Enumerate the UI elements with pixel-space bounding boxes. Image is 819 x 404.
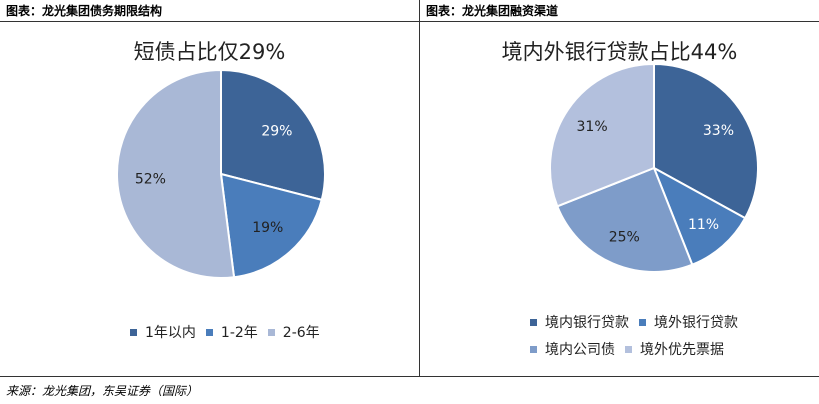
right-header-divider	[420, 21, 819, 22]
pie-slice-2-6年	[116, 68, 236, 279]
pie-slice-境外银行贷款	[652, 165, 747, 266]
legend-row: 境内银行贷款 境外银行贷款	[530, 312, 748, 332]
pie-slice-境外优先票据	[549, 62, 655, 208]
legend-item: 境外优先票据	[625, 339, 724, 359]
left-chart-panel: 图表：龙光集团债务期限结构 短债占比仅29% 29% 19% 52% 1年以内 1-2…	[0, 0, 419, 376]
right-chart-title: 境内外银行贷款占比44%	[501, 40, 738, 64]
pie-slice-境内公司债	[556, 166, 694, 273]
legend-item: 境外银行贷款	[639, 312, 738, 332]
legend-item: 2-6年	[267, 322, 320, 342]
legend-swatch	[530, 345, 537, 353]
legend-label: 1年以内	[145, 325, 196, 341]
pie-slice-1-2年	[219, 172, 323, 279]
left-legend: 1年以内 1-2年 2-6年	[130, 322, 330, 349]
legend-item: 境内公司债	[530, 339, 615, 359]
left-pie-chart: 29% 19% 52%	[116, 68, 326, 279]
right-panel-header: 图表：龙光集团融资渠道	[426, 4, 559, 18]
right-pie-chart: 33% 11% 25% 31%	[549, 62, 759, 273]
slice-value-label: 29%	[261, 124, 292, 140]
legend-label: 境外银行贷款	[654, 315, 738, 331]
slice-value-label: 19%	[252, 220, 283, 236]
slice-value-label: 31%	[577, 119, 608, 135]
legend-swatch	[639, 318, 646, 326]
legend-item: 境内银行贷款	[530, 312, 629, 332]
legend-swatch	[625, 345, 632, 353]
footer-divider	[0, 376, 819, 377]
legend-label: 境外优先票据	[640, 342, 724, 358]
right-legend: 境内银行贷款 境外银行贷款境内公司债 境外优先票据	[530, 312, 748, 366]
pie-slice-境内银行贷款	[653, 62, 759, 220]
source-note: 来源：龙光集团，东吴证券（国际）	[6, 384, 199, 398]
legend-swatch	[267, 328, 275, 336]
legend-label: 境内银行贷款	[545, 315, 629, 331]
legend-swatch	[205, 328, 213, 336]
panel-divider	[419, 0, 420, 376]
legend-swatch	[530, 318, 537, 326]
slice-value-label: 52%	[135, 171, 166, 187]
legend-swatch	[130, 328, 137, 336]
slice-value-label: 11%	[688, 217, 719, 233]
legend-label: 境内公司债	[545, 342, 615, 358]
slice-value-label: 25%	[609, 230, 640, 246]
legend-item: 1年以内	[130, 322, 196, 342]
right-chart-panel: 图表：龙光集团融资渠道 境内外银行贷款占比44% 33% 11% 25% 31% 境内…	[420, 0, 819, 376]
pie-slice-1年以内	[220, 68, 326, 202]
left-panel-header: 图表：龙光集团债务期限结构	[6, 4, 163, 18]
legend-label: 1-2年	[220, 325, 258, 341]
legend-item: 1-2年	[205, 322, 258, 342]
left-header-divider	[0, 21, 419, 22]
slice-value-label: 33%	[703, 123, 734, 139]
legend-row: 境内公司债 境外优先票据	[530, 339, 748, 359]
legend-label: 2-6年	[282, 325, 320, 341]
left-chart-title: 短债占比仅29%	[133, 40, 286, 64]
legend-row: 1年以内 1-2年 2-6年	[130, 322, 330, 342]
